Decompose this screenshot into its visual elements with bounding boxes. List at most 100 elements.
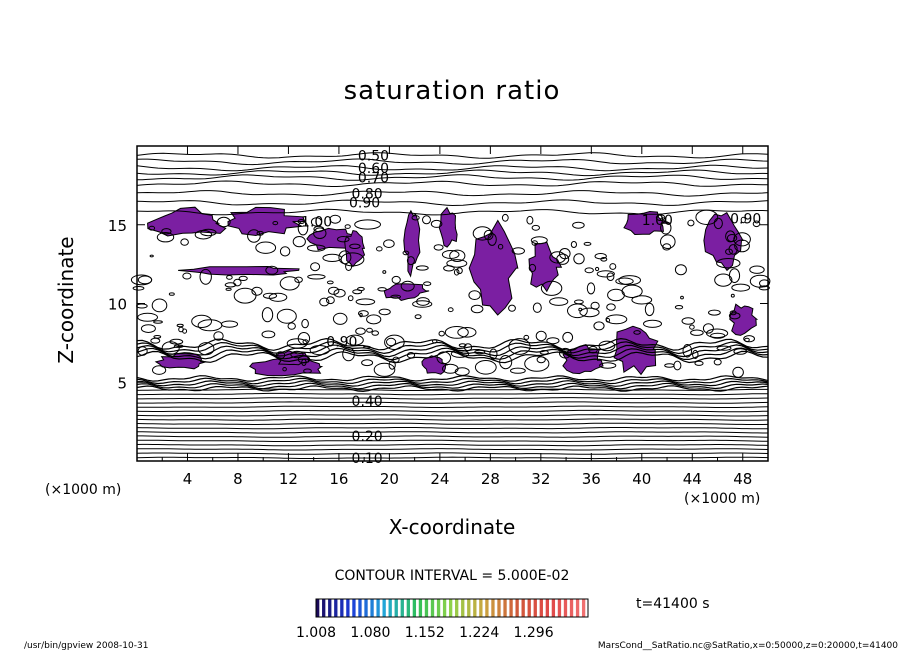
contour-loop	[593, 321, 605, 331]
contour-line-upper	[136, 190, 769, 197]
contour-label: 0.90	[326, 334, 357, 350]
shaded-region	[403, 209, 421, 278]
contour-line-mid	[136, 350, 769, 364]
contour-loop	[524, 355, 550, 372]
contour-loop	[531, 224, 540, 231]
contour-line-upper	[136, 208, 769, 216]
contour-loop	[659, 217, 667, 222]
colorbar-swatch	[334, 599, 338, 617]
colorbar-tick-label: 1.008	[296, 625, 336, 641]
contour-loop	[714, 273, 733, 287]
contour-loop	[268, 292, 288, 302]
colorbar-swatch	[382, 599, 386, 617]
contour-loop	[275, 351, 286, 360]
x-tick-label: 8	[233, 470, 243, 488]
contour-line-lower	[136, 388, 768, 391]
contour-loop	[261, 330, 276, 339]
contour-loop	[392, 356, 400, 363]
contour-loop	[674, 305, 684, 310]
contour-loop	[631, 295, 653, 305]
contour-line-upper	[136, 174, 769, 181]
contour-loop	[682, 344, 693, 358]
contour-line-lower	[137, 397, 769, 400]
contour-label: 0.90	[730, 211, 761, 227]
contour-loop	[150, 337, 161, 344]
x-tick-label: 24	[430, 470, 449, 488]
contour-label: 0.50	[358, 148, 389, 164]
colorbar-swatch	[394, 599, 398, 617]
x-tick-label: 12	[279, 470, 298, 488]
footer-left: /usr/bin/gpview 2008-10-31	[24, 641, 149, 651]
x-tick-label: 40	[632, 470, 651, 488]
colorbar-swatch	[503, 599, 507, 617]
contour-line-lower	[136, 422, 769, 425]
colorbar-swatch	[551, 599, 556, 617]
contour-loop	[137, 275, 153, 285]
contour-loop	[301, 318, 309, 329]
contour-loop	[618, 275, 642, 286]
contour-loop	[728, 268, 741, 284]
contour-loop	[182, 272, 192, 280]
contour-line-lower	[136, 443, 769, 447]
shaded-region	[613, 325, 659, 376]
contour-loop	[251, 286, 263, 296]
contour-loop	[674, 264, 687, 276]
contour-loop	[137, 346, 148, 356]
contour-loop	[402, 250, 410, 256]
contour-loop	[454, 367, 470, 376]
contour-loop	[153, 335, 162, 339]
contour-loop	[349, 243, 361, 250]
contour-loop	[752, 220, 761, 228]
contour-loop	[373, 362, 396, 377]
contour-loop	[660, 234, 676, 249]
contour-loop	[191, 314, 213, 328]
contour-loop	[453, 268, 460, 276]
contour-loop	[137, 312, 159, 322]
contour-loop	[664, 363, 675, 368]
contour-loop	[297, 220, 309, 236]
contour-loop	[483, 229, 494, 241]
x-tick-label: 20	[380, 470, 399, 488]
contour-loop	[338, 250, 352, 265]
contour-loop	[354, 219, 382, 230]
contour-loop	[584, 267, 594, 274]
shaded-region	[438, 206, 458, 248]
colorbar-swatch	[442, 599, 447, 617]
contour-loop	[606, 303, 616, 311]
contour-loop	[337, 236, 350, 243]
contour-loop	[225, 287, 232, 291]
colorbar-tick-label: 1.152	[405, 625, 445, 641]
contour-loop	[444, 326, 469, 339]
contour-loop	[276, 308, 297, 324]
contour-label: 0.20	[352, 429, 383, 445]
contour-loop	[422, 215, 431, 225]
contour-loop	[238, 275, 248, 281]
contour-loop	[713, 358, 722, 366]
contour-loop	[446, 259, 468, 268]
colorbar-swatch	[557, 599, 562, 617]
contour-loop	[499, 355, 513, 370]
contour-label: 0.40	[352, 394, 383, 410]
contour-interval: CONTOUR INTERVAL = 5.000E-02	[334, 568, 570, 584]
contour-loop	[140, 324, 156, 334]
contour-line-lower	[136, 452, 769, 455]
contour-loop	[390, 294, 402, 299]
contour-loop	[358, 310, 369, 317]
contour-loop	[307, 274, 326, 280]
contour-loop	[556, 253, 570, 265]
contour-loop	[586, 282, 596, 295]
colorbar-swatch	[497, 599, 501, 617]
contour-loop	[233, 287, 257, 304]
contour-line-mid	[136, 341, 769, 355]
contour-loop	[508, 304, 516, 312]
contour-loop	[734, 239, 750, 253]
contour-loop	[309, 345, 330, 356]
contour-loop	[680, 295, 684, 300]
contour-loop	[758, 285, 770, 291]
contour-loop	[272, 221, 279, 226]
colorbar-tick-label: 1.080	[350, 625, 390, 641]
contour-loop	[282, 367, 287, 372]
contour-loop	[599, 362, 617, 369]
shaded-region	[383, 283, 430, 302]
colorbar-swatch	[545, 599, 550, 617]
